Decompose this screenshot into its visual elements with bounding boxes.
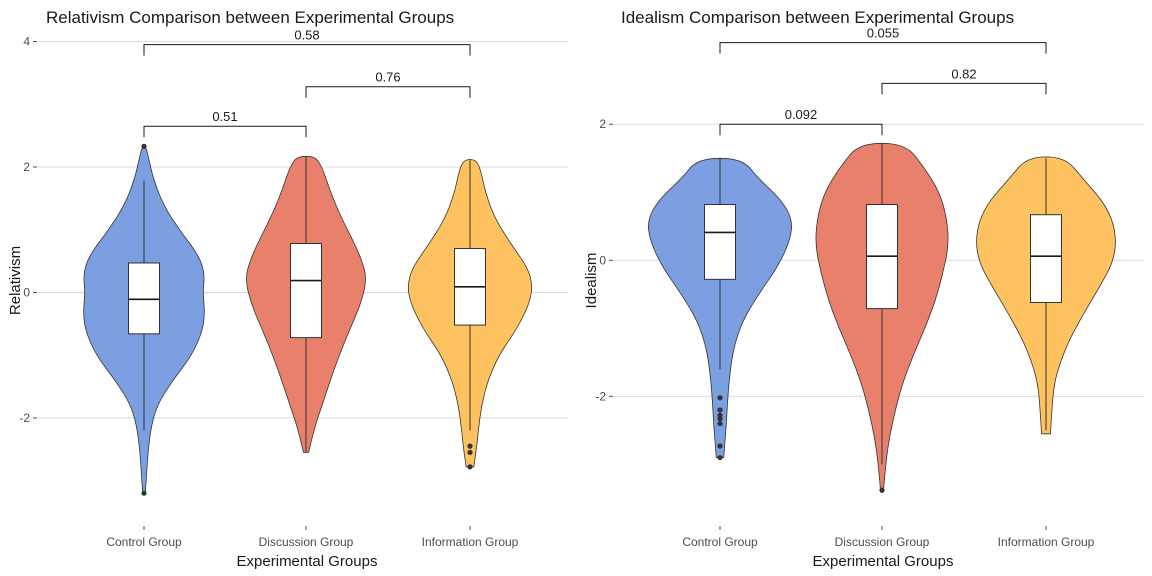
p-value-label: 0.76 xyxy=(375,70,400,85)
panel-relativism: -2 0 2 4 Control Group Discussion Group Inform… xyxy=(7,8,568,570)
x-tick-label: Control Group xyxy=(106,535,182,549)
p-value-label: 0.055 xyxy=(867,26,900,41)
x-axis-title: Experimental Groups xyxy=(813,553,954,570)
y-tick-label: -2 xyxy=(595,389,606,403)
x-tick-label: Discussion Group xyxy=(835,535,930,549)
y-tick-label: 2 xyxy=(23,160,30,174)
chart-title: Idealism Comparison between Experimental… xyxy=(621,8,1014,27)
p-value-label: 0.51 xyxy=(212,109,237,124)
p-value-label: 0.092 xyxy=(785,107,818,122)
outlier-point xyxy=(141,143,147,149)
x-tick-label: Control Group xyxy=(682,535,758,549)
comparison-bracket xyxy=(143,44,471,56)
comparison-bracket xyxy=(719,42,1047,54)
x-tick-label: Information Group xyxy=(422,535,519,549)
x-tick-label: Information Group xyxy=(998,535,1095,549)
box xyxy=(290,243,322,339)
outlier-point xyxy=(467,464,473,470)
p-value-label: 0.82 xyxy=(951,66,976,81)
y-tick-label: -2 xyxy=(19,411,30,425)
outlier-point xyxy=(879,487,885,493)
chart-title: Relativism Comparison between Experiment… xyxy=(46,8,454,27)
y-tick-label: 4 xyxy=(23,35,30,49)
panel-idealism: -2 0 2 Control Group Discussion Group Informa… xyxy=(583,8,1144,570)
outlier-point xyxy=(717,420,723,427)
outlier-point xyxy=(717,416,723,422)
comparison-bracket xyxy=(143,125,307,138)
box xyxy=(1030,214,1062,303)
outlier-point xyxy=(467,443,473,449)
comparison-bracket xyxy=(719,123,883,136)
outlier-point xyxy=(717,454,723,461)
comparison-bracket xyxy=(305,86,471,98)
p-value-label: 0.58 xyxy=(294,28,319,43)
y-axis-title: Idealism xyxy=(583,253,600,309)
y-tick-label: 0 xyxy=(23,285,30,299)
x-tick-label: Discussion Group xyxy=(259,535,354,549)
y-tick-label: 0 xyxy=(599,253,606,267)
y-tick-label: 2 xyxy=(599,117,606,131)
outlier-point xyxy=(717,395,723,401)
outlier-point xyxy=(141,490,147,496)
box xyxy=(704,204,736,280)
box xyxy=(128,262,160,335)
comparison-bracket xyxy=(881,82,1047,95)
outlier-point xyxy=(717,443,723,449)
outlier-point xyxy=(717,407,723,413)
y-axis-title: Relativism xyxy=(7,246,24,315)
outlier-point xyxy=(467,449,473,456)
x-axis-title: Experimental Groups xyxy=(237,553,378,570)
